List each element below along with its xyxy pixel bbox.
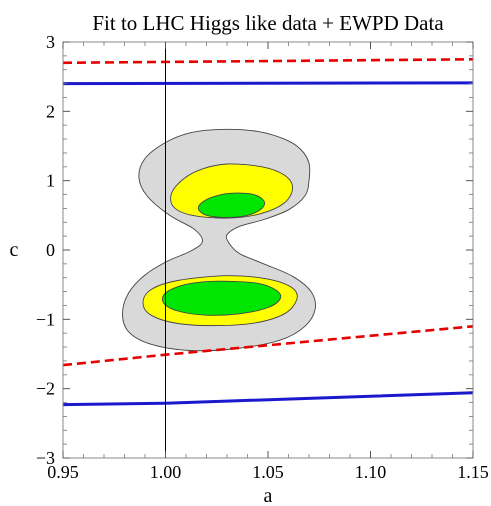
x-tick-label: 0.95 bbox=[47, 462, 79, 482]
y-tick-label: 0 bbox=[46, 240, 55, 260]
x-tick-label: 1.00 bbox=[150, 462, 182, 482]
contour-region-inner-4 bbox=[161, 280, 282, 316]
plot-area bbox=[62, 41, 474, 459]
contour-region-inner-3 bbox=[197, 192, 266, 218]
y-tick-label: −1 bbox=[36, 309, 55, 329]
x-tick-label: 1.10 bbox=[355, 462, 387, 482]
y-tick-label: −2 bbox=[36, 379, 55, 399]
blue-solid-line-0 bbox=[62, 81, 474, 86]
y-tick-label: 1 bbox=[46, 171, 55, 191]
x-axis-label: a bbox=[264, 485, 273, 506]
y-axis: −3 −2 −1 0 1 2 3 bbox=[36, 32, 473, 468]
y-axis-label: c bbox=[10, 239, 19, 261]
x-tick-label: 1.15 bbox=[457, 462, 489, 482]
y-tick-label: −3 bbox=[36, 448, 55, 468]
confidence-regions bbox=[122, 128, 316, 352]
x-tick-label: 1.05 bbox=[252, 462, 284, 482]
chart-title: Fit to LHC Higgs like data + EWPD Data bbox=[92, 11, 444, 35]
x-axis: 0.95 1.00 1.05 1.10 1.15 bbox=[47, 42, 489, 482]
y-tick-label: 2 bbox=[46, 101, 55, 121]
red-dashed-line-1 bbox=[62, 58, 474, 65]
plot-background bbox=[63, 42, 473, 458]
y-tick-label: 3 bbox=[46, 32, 55, 52]
